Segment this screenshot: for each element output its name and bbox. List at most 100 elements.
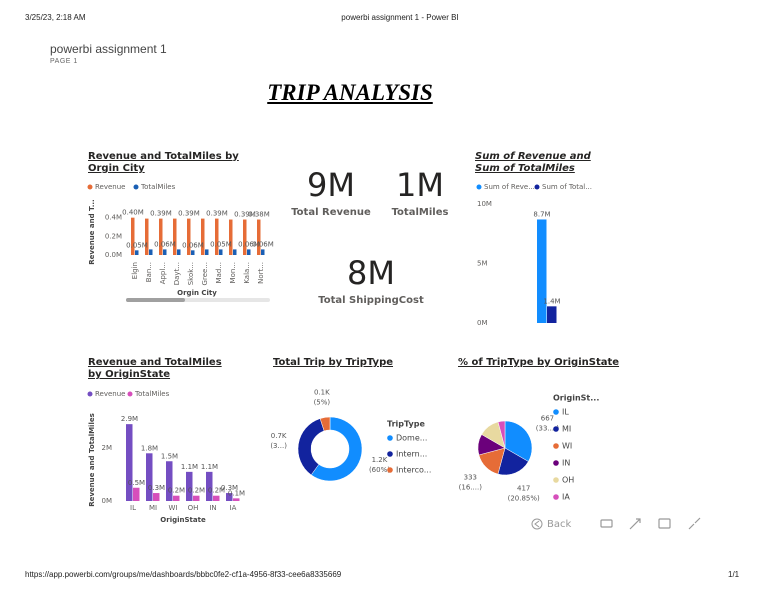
legend-marker [387, 435, 393, 441]
bar [201, 218, 205, 255]
legend-label: Sum of Reve... [484, 183, 535, 191]
legend-marker [553, 494, 559, 500]
y-tick-label: 0.2M [105, 232, 122, 240]
legend-marker [87, 184, 93, 190]
chart-title: Total Trip by TripType [273, 357, 394, 368]
x-tick-label: Dayt... [173, 262, 181, 285]
legend-title: OriginSt... [553, 394, 599, 403]
bar [233, 249, 237, 255]
fullscreen-icon[interactable] [688, 517, 701, 530]
data-label: 0.39M [150, 210, 172, 218]
y-tick-label: 0M [477, 319, 488, 327]
back-arrow [534, 520, 540, 528]
bar [243, 219, 247, 255]
legend-marker [553, 409, 559, 415]
bar [215, 218, 219, 255]
chart-title: Sum of Revenue and Sum of TotalMiles [475, 151, 591, 174]
bar [135, 250, 139, 255]
bar [537, 219, 547, 323]
bar [257, 219, 261, 255]
x-tick-label: Kala... [243, 262, 251, 284]
data-label: 1.2K [372, 456, 388, 464]
legend-marker [476, 184, 482, 190]
data-label: 0.3M [221, 484, 238, 492]
card-label: Total ShippingCost [318, 295, 424, 306]
y-axis-label: Revenue and TotalMiles [88, 413, 96, 507]
legend-marker [387, 451, 393, 457]
data-label: (3...) [270, 442, 287, 450]
fit-icon[interactable] [658, 518, 671, 529]
legend-label: IA [562, 493, 570, 502]
bar [173, 218, 177, 255]
x-tick-label: Nort... [257, 262, 265, 284]
y-tick-label: 2M [102, 444, 113, 452]
legend-label: TotalMiles [134, 390, 170, 398]
y-tick-label: 5M [477, 260, 488, 268]
data-label: 0.1K [314, 389, 330, 397]
bar [177, 249, 181, 255]
x-tick-label: MI [149, 504, 157, 512]
card-value: 9M [307, 166, 355, 204]
bar [145, 218, 149, 255]
report-title: TRIP ANALYSIS [267, 80, 433, 105]
x-tick-label: WI [169, 504, 178, 512]
data-label: 0.3M [148, 484, 165, 492]
data-label: (20.85%) [508, 494, 540, 502]
data-label: 0.40M [122, 209, 144, 217]
data-label: 0.2M [188, 487, 205, 495]
expand-icon[interactable] [629, 518, 641, 530]
data-label: 0.1M [228, 489, 245, 497]
legend-marker [553, 460, 559, 466]
legend-label: Interco... [396, 466, 431, 475]
print-icon[interactable] [600, 519, 613, 528]
y-tick-label: 0M [102, 497, 113, 505]
legend-label: Dome... [396, 434, 427, 443]
back-icon [531, 518, 543, 530]
x-tick-label: IL [130, 504, 136, 512]
bar [153, 493, 160, 501]
bar [213, 495, 220, 501]
legend-label: OH [562, 476, 574, 485]
back-label[interactable]: Back [547, 519, 571, 530]
scrollbar-thumb[interactable] [126, 298, 185, 302]
legend-marker [127, 391, 133, 397]
data-label: 1.8M [141, 444, 158, 452]
card-value: 1M [396, 166, 444, 204]
legend-label: Sum of Total... [542, 183, 592, 191]
data-label: 8.7M [533, 210, 550, 218]
bar [247, 249, 251, 255]
data-label: 0.06M [182, 241, 204, 249]
print-timestamp: 3/25/23, 2:18 AM [25, 13, 86, 22]
bar [206, 471, 213, 501]
back-button[interactable]: Back [531, 518, 571, 530]
slice [319, 416, 331, 432]
x-tick-label: Gree... [201, 262, 209, 285]
legend-label: WI [562, 442, 572, 451]
bar [233, 498, 240, 501]
legend-marker [553, 443, 559, 449]
legend-marker [534, 184, 540, 190]
legend-marker [387, 467, 393, 473]
data-label: 1.4M [543, 297, 560, 305]
y-axis-label: Revenue and T... [88, 199, 96, 264]
legend-label: TotalMiles [140, 183, 176, 191]
data-label: 0.39M [206, 210, 228, 218]
y-tick-label: 0.4M [105, 214, 122, 222]
x-axis-label: OriginState [160, 516, 206, 524]
legend-title: TripType [387, 420, 425, 429]
data-label: 0.05M [210, 240, 232, 248]
x-tick-label: IA [230, 504, 237, 512]
data-label: 0.39M [234, 211, 256, 219]
data-label: 1.5M [161, 452, 178, 460]
chart-title: % of TripType by OriginState [458, 357, 620, 368]
data-label: 333 [464, 474, 477, 482]
print-url: https://app.powerbi.com/groups/me/dashbo… [25, 570, 342, 579]
bar [159, 218, 163, 255]
x-tick-label: Mon... [229, 262, 237, 283]
legend-label: MI [562, 425, 571, 434]
x-tick-label: Skok... [187, 262, 195, 285]
bar [131, 217, 135, 255]
bar [193, 495, 200, 501]
slice [497, 447, 529, 476]
